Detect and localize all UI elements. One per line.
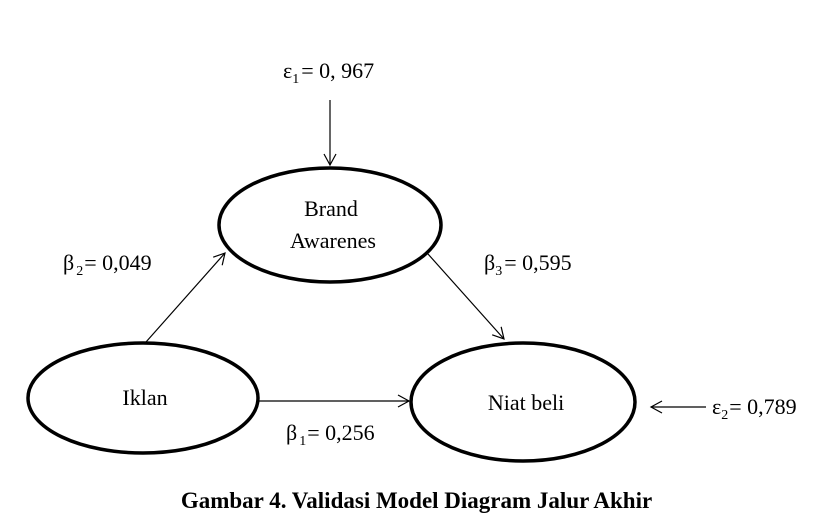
node-brand-awareness: Brand Awarenes [217,166,443,284]
arrow-brand-to-niat [427,253,505,340]
brand-label-line1: Brand [304,196,358,221]
beta2-label: β 2= 0,049 [63,250,152,279]
node-iklan: Iklan [26,341,260,455]
brand-label-line2: Awarenes [290,228,376,253]
epsilon2-label: ε2= 0,789 [712,394,797,423]
arrow-iklan-to-brand [145,252,226,343]
figure-caption: Gambar 4. Validasi Model Diagram Jalur A… [180,488,653,513]
iklan-label: Iklan [122,385,167,410]
niat-label: Niat beli [488,390,564,415]
beta3-label: β3= 0,595 [484,250,572,279]
epsilon1-label: ε1= 0, 967 [283,58,374,87]
node-niat-beli: Niat beli [409,341,637,463]
beta1-label: β 1= 0,256 [286,420,375,449]
